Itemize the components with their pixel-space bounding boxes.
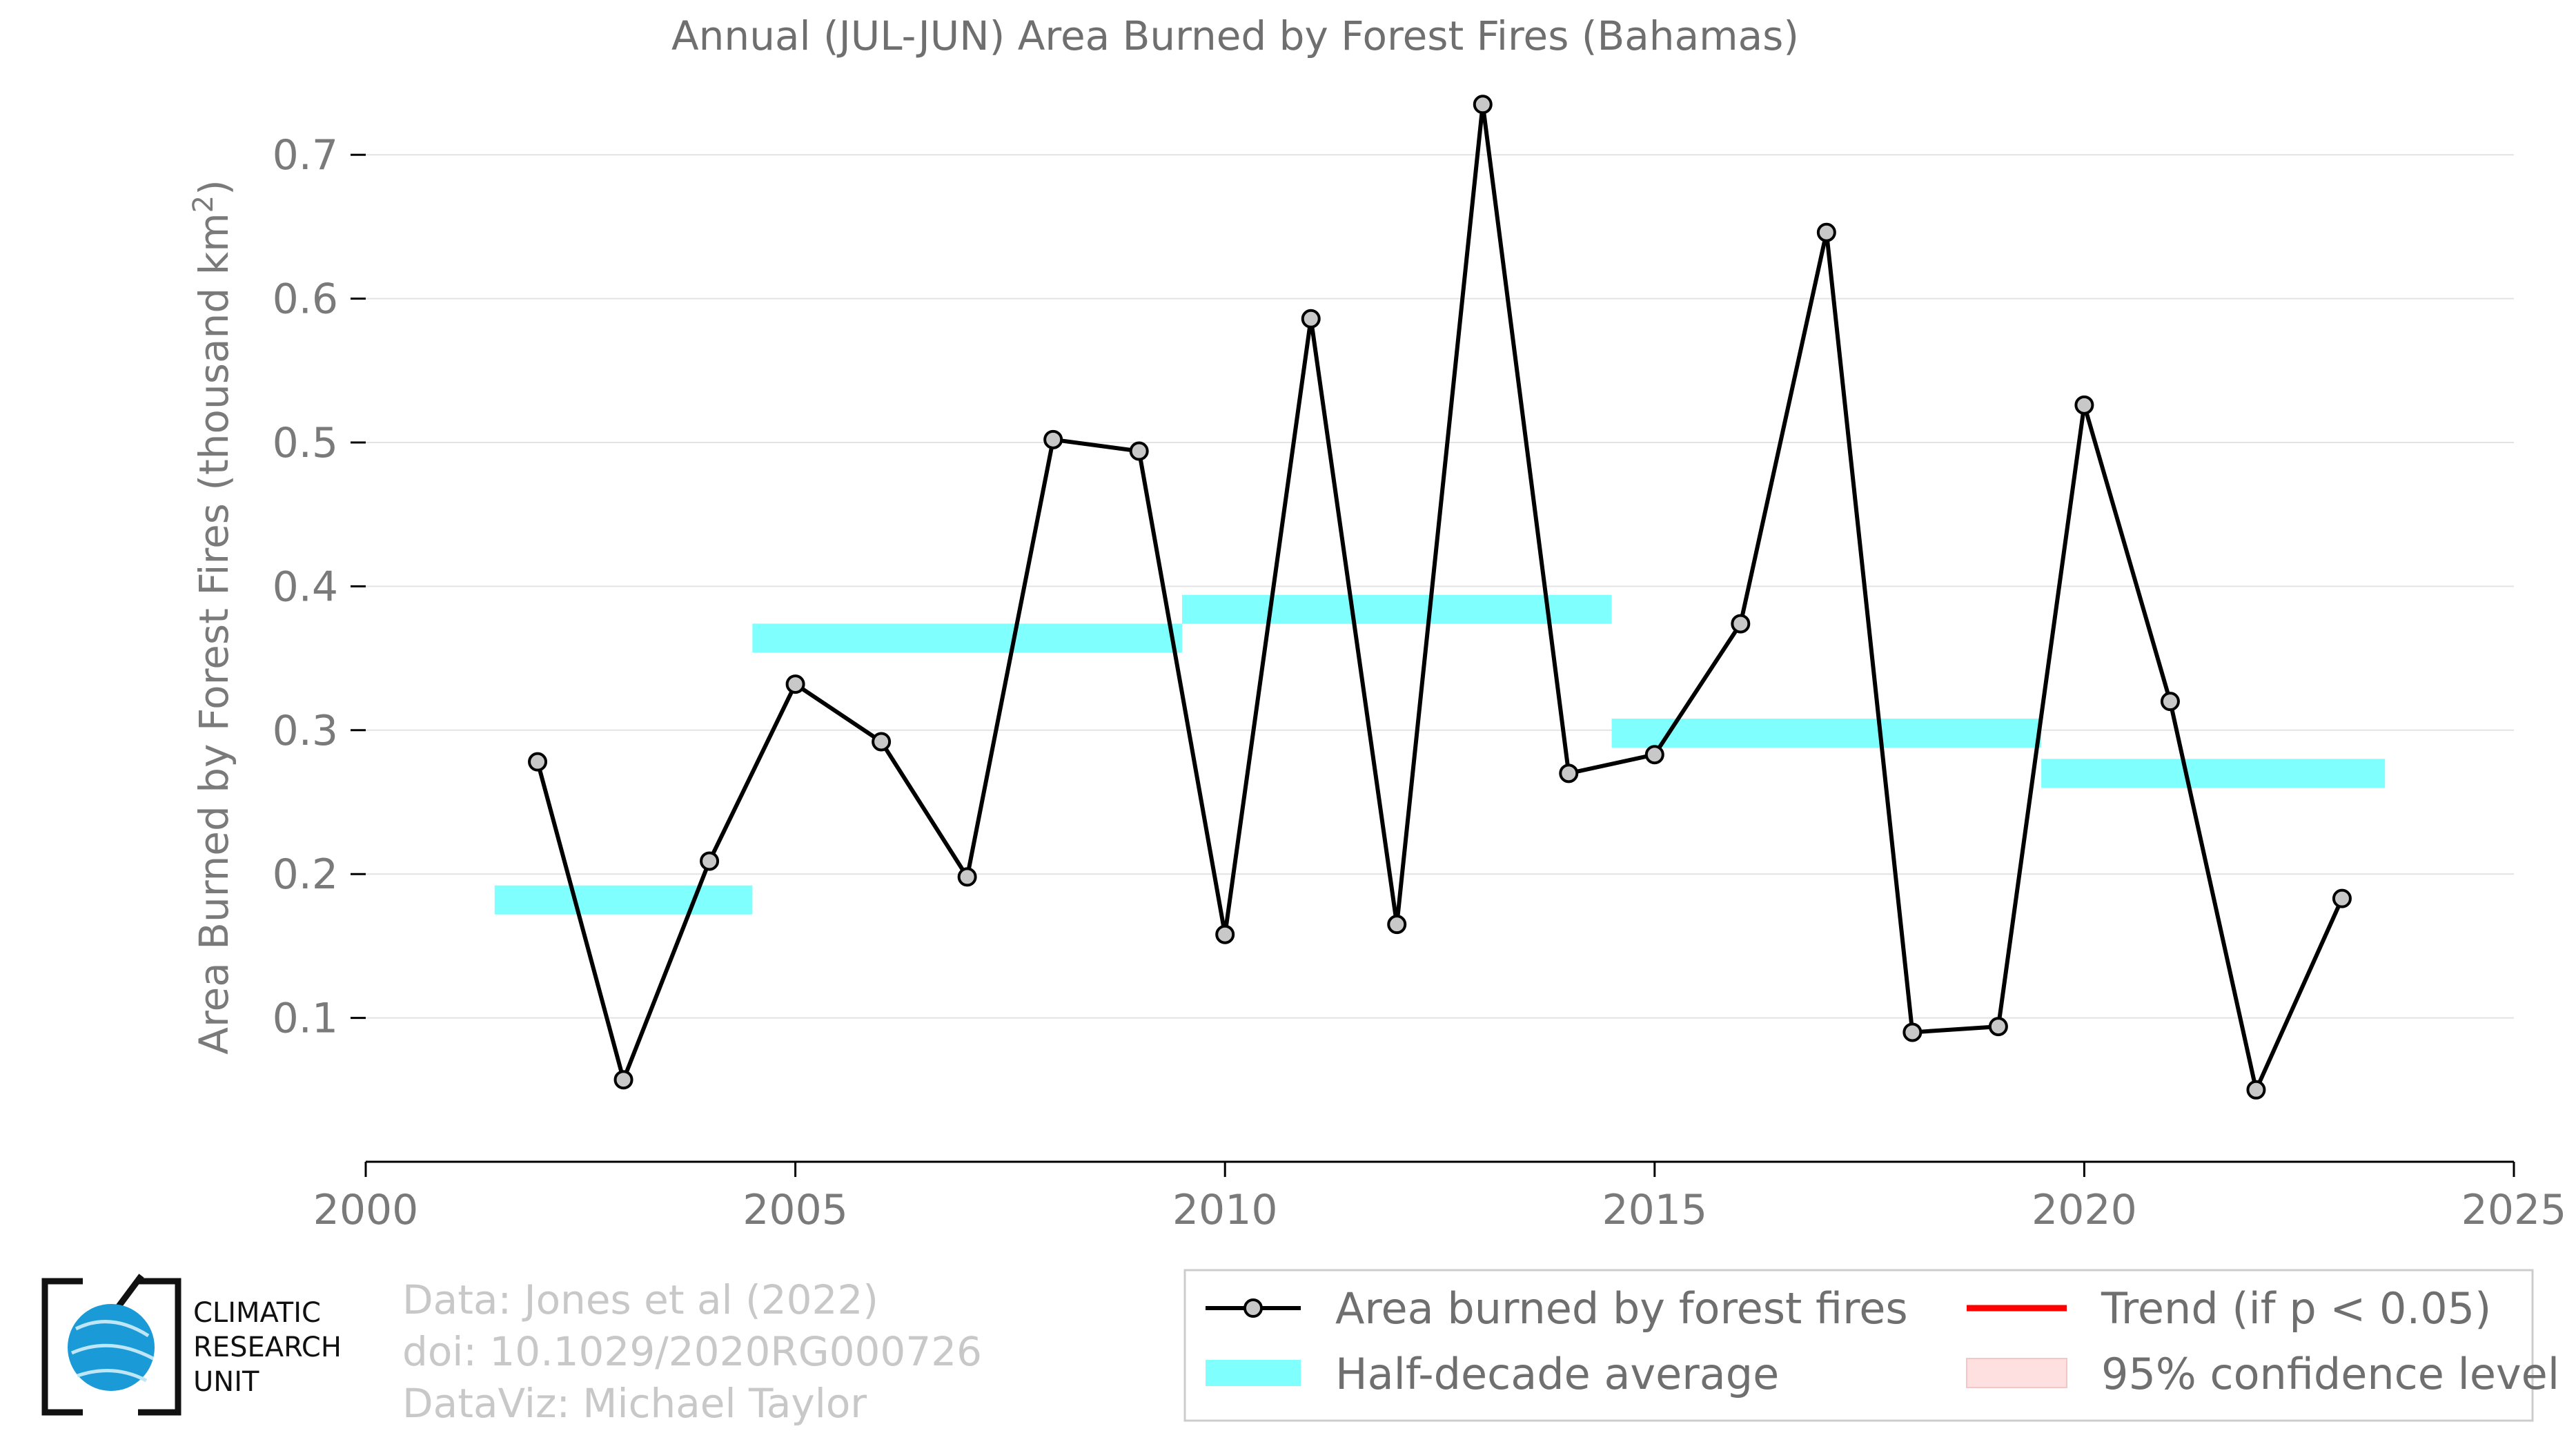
logo-bracket-left [41, 1278, 83, 1416]
x-tick-label: 2020 [2032, 1186, 2137, 1234]
half-decade-bar [1181, 594, 1612, 624]
data-point [1215, 924, 1235, 944]
data-point [957, 867, 977, 887]
data-point [1731, 614, 1751, 634]
legend-swatch-half-decade [1206, 1360, 1301, 1386]
logo-line-3: UNIT [193, 1366, 259, 1398]
legend-label-area-burned: Area burned by forest fires [1335, 1283, 1908, 1334]
data-point [1387, 915, 1407, 935]
credit-doi: doi: 10.1029/2020RG000726 [402, 1328, 982, 1375]
data-point [1559, 763, 1579, 783]
series-area-burned [528, 95, 2352, 1100]
y-tick-label: 0.5 [273, 419, 338, 467]
x-axis-ticks: 2000 2005 2010 2015 2020 2025 [313, 1162, 2567, 1234]
legend-item-half-decade: Half-decade average [1206, 1349, 1779, 1399]
legend-swatch-confidence [1966, 1358, 2067, 1388]
data-point [1816, 222, 1836, 242]
x-tick-label: 2010 [1172, 1186, 1278, 1234]
data-point [785, 674, 805, 694]
half-decade-bar [2041, 759, 2386, 788]
data-point [1473, 95, 1493, 115]
legend-marker-area-burned [1243, 1298, 1263, 1318]
data-point [1301, 309, 1321, 329]
chart-title: Annual (JUL-JUN) Area Burned by Forest F… [671, 12, 1799, 59]
half-decade-bar [1611, 718, 2042, 748]
data-point [613, 1070, 633, 1090]
data-point [1902, 1022, 1923, 1042]
credit-data: Data: Jones et al (2022) [402, 1276, 878, 1323]
credit-dataviz: DataViz: Michael Taylor [402, 1380, 867, 1427]
data-point [2074, 395, 2094, 415]
legend: Area burned by forest fires Trend (if p … [1183, 1269, 2559, 1422]
cru-logo: CLIMATIC RESEARCH UNIT [41, 1274, 342, 1416]
x-tick-label: 2015 [1602, 1186, 1707, 1234]
data-point [2160, 692, 2180, 712]
legend-item-trend: Trend (if p < 0.05) [1967, 1283, 2491, 1334]
y-tick-label: 0.6 [273, 275, 338, 324]
legend-item-confidence: 95% confidence level [1966, 1349, 2559, 1399]
legend-box [1183, 1269, 2534, 1422]
logo-line-2: RESEARCH [193, 1332, 342, 1363]
data-point [1644, 745, 1664, 765]
data-point [2332, 888, 2352, 908]
y-axis-ticks: 0.1 0.2 0.3 0.4 0.5 0.6 0.7 [273, 131, 366, 1043]
data-point [1129, 441, 1149, 461]
y-tick-label: 0.1 [273, 995, 338, 1043]
half-decade-average-bars [494, 594, 2386, 915]
x-tick-label: 2000 [313, 1186, 419, 1234]
logo-slash [115, 1274, 144, 1310]
x-tick-label: 2025 [2461, 1186, 2567, 1234]
series-line [535, 102, 2344, 1092]
y-axis-label: Area Burned by Forest Fires (thousand km… [188, 179, 237, 1054]
data-point [872, 732, 892, 752]
y-tick-label: 0.2 [273, 850, 338, 899]
y-axis-label-sup: 2 [188, 195, 219, 213]
logo-line-1: CLIMATIC [193, 1297, 321, 1329]
half-decade-bar [494, 885, 753, 915]
data-point [1043, 429, 1063, 449]
x-tick-label: 2005 [743, 1186, 848, 1234]
data-point [1988, 1017, 2008, 1037]
data-point [2246, 1080, 2266, 1100]
y-axis-label-main: Area Burned by Forest Fires (thousand km [190, 213, 237, 1054]
y-tick-label: 0.4 [273, 563, 338, 611]
legend-label-trend: Trend (if p < 0.05) [2101, 1283, 2491, 1334]
legend-label-confidence: 95% confidence level [2101, 1349, 2559, 1399]
half-decade-bar [752, 623, 1182, 653]
data-point [700, 851, 720, 871]
gridlines [366, 154, 2514, 1019]
data-point [528, 752, 548, 772]
logo-bracket-right [138, 1278, 181, 1416]
y-tick-label: 0.3 [273, 707, 338, 755]
y-tick-label: 0.7 [273, 131, 338, 179]
y-axis-label-end: ) [190, 179, 237, 195]
legend-item-area-burned: Area burned by forest fires [1206, 1283, 1908, 1334]
globe-swirl [70, 1320, 155, 1383]
legend-label-half-decade: Half-decade average [1335, 1349, 1779, 1399]
